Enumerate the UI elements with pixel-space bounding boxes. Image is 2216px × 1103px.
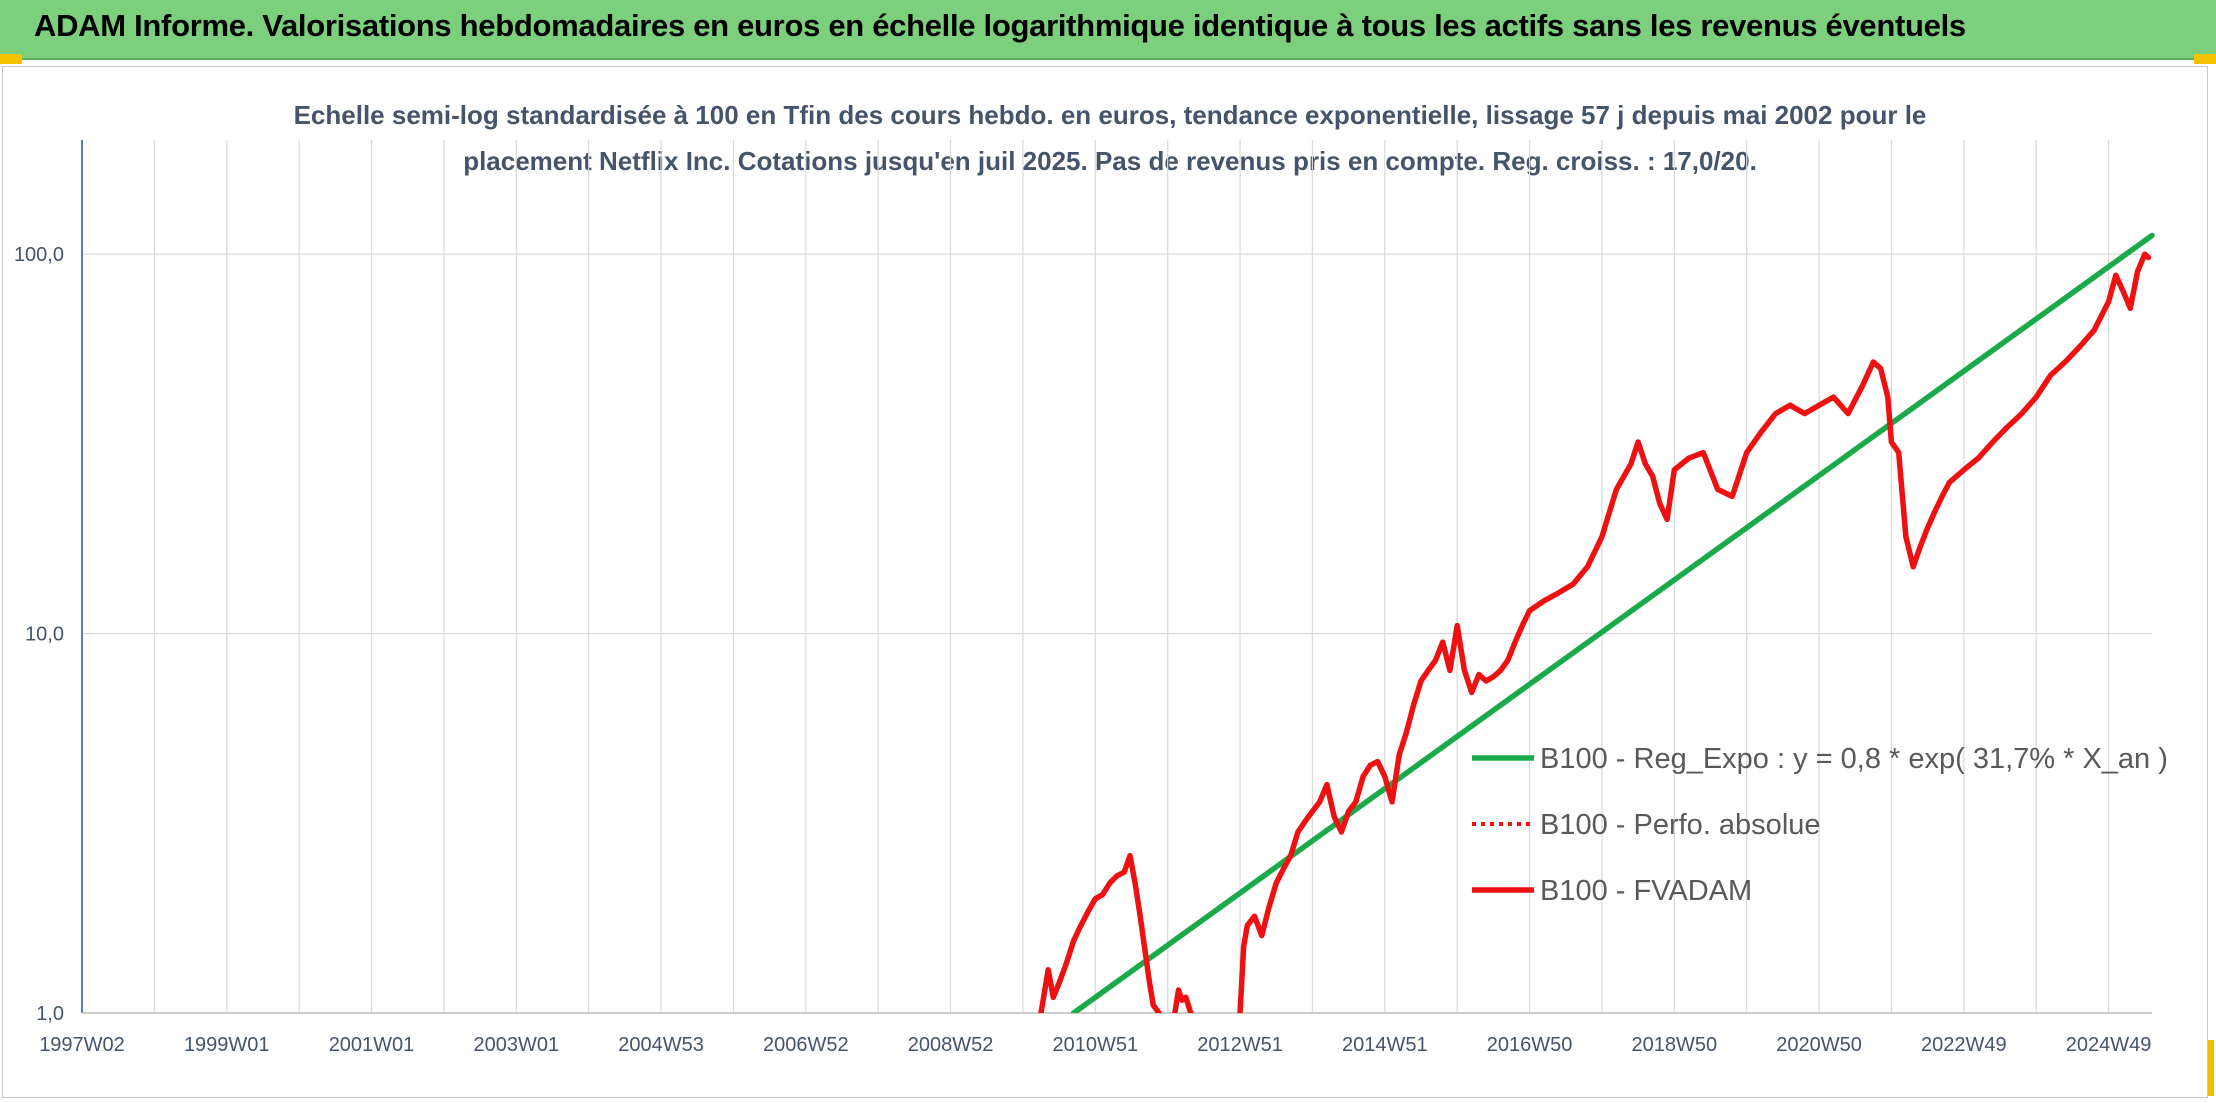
x-tick-label: 2006W52 [763, 1034, 849, 1056]
grid-lines [81, 140, 2152, 1014]
x-tick-label: 2001W01 [329, 1034, 415, 1056]
side-accent-right [2208, 1040, 2214, 1096]
legend-label: B100 - Reg_Expo : y = 0,8 * exp( 31,7% *… [1540, 743, 2168, 775]
report-banner: ADAM Informe. Valorisations hebdomadaire… [0, 0, 2216, 60]
x-tick-label: 2008W52 [908, 1034, 994, 1056]
chart-frame [2, 66, 2208, 1098]
x-tick-label: 2004W53 [618, 1034, 704, 1056]
series-line [1038, 852, 1162, 1013]
chart-title-line-2: placement Netflix Inc. Cotations jusqu'e… [463, 146, 1757, 176]
legend-label: B100 - FVADAM [1540, 875, 1752, 907]
series-line [1070, 232, 2155, 1013]
y-tick-label: 10,0 [25, 624, 64, 646]
x-tick-label: 2012W51 [1197, 1034, 1283, 1056]
x-tick-label: 2014W51 [1342, 1034, 1428, 1056]
legend-label: B100 - Perfo. absolue [1540, 809, 1821, 841]
chart-title-line-1: Echelle semi-log standardisée à 100 en T… [293, 100, 1927, 130]
tick-labels: 1,0 10,0 100,0 1997W02 1999W01 2001W01 2003W01… [14, 244, 2151, 1056]
banner-title: ADAM Informe. Valorisations hebdomadaire… [34, 8, 1966, 43]
chart-title: Echelle semi-log standardisée à 100 en T… [200, 92, 2020, 184]
x-tick-label: 2003W01 [473, 1034, 559, 1056]
x-tick-label: 1997W02 [39, 1034, 125, 1056]
x-tick-label: 2020W50 [1776, 1034, 1862, 1056]
x-tick-label: 2010W51 [1052, 1034, 1138, 1056]
axes [81, 140, 2152, 1014]
x-tick-label: 2022W49 [1921, 1034, 2007, 1056]
y-tick-label: 1,0 [36, 1003, 64, 1025]
series-lines [1038, 232, 2155, 1013]
x-tick-label: 2024W49 [2066, 1034, 2152, 1056]
corner-accent-right [2194, 54, 2216, 64]
x-tick-label: 2016W50 [1487, 1034, 1573, 1056]
y-tick-label: 100,0 [14, 244, 64, 266]
corner-accent-left [0, 54, 22, 64]
series-line [1237, 251, 2152, 1013]
series-line [1172, 987, 1194, 1013]
x-tick-label: 1999W01 [184, 1034, 270, 1056]
x-tick-label: 2018W50 [1631, 1034, 1717, 1056]
legend: B100 - Reg_Expo : y = 0,8 * exp( 31,7% *… [1472, 743, 2168, 907]
